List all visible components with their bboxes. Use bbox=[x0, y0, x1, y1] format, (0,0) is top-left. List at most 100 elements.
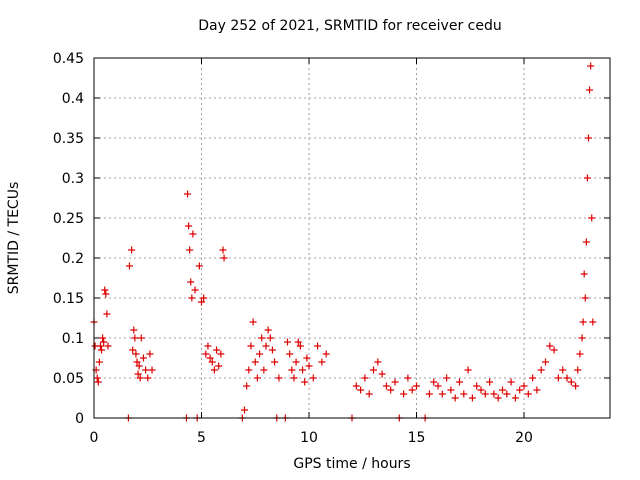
data-point bbox=[245, 366, 253, 374]
data-point bbox=[260, 366, 268, 374]
data-point bbox=[443, 374, 451, 382]
data-point bbox=[494, 394, 502, 402]
data-point bbox=[357, 386, 365, 394]
data-point bbox=[574, 366, 582, 374]
data-point bbox=[142, 366, 150, 374]
data-point bbox=[537, 366, 545, 374]
data-point bbox=[520, 382, 528, 390]
y-tick-label: 0.15 bbox=[53, 291, 84, 307]
data-point bbox=[99, 334, 107, 342]
data-point bbox=[191, 286, 199, 294]
data-point bbox=[200, 294, 208, 302]
data-point bbox=[365, 390, 373, 398]
data-point bbox=[210, 366, 218, 374]
data-point bbox=[146, 350, 154, 358]
data-point bbox=[542, 358, 549, 366]
plot-frame bbox=[93, 57, 611, 419]
data-point bbox=[425, 390, 433, 398]
data-point bbox=[352, 382, 360, 390]
data-point bbox=[434, 382, 442, 390]
data-point bbox=[208, 358, 216, 366]
data-point bbox=[511, 394, 519, 402]
data-point bbox=[94, 378, 102, 386]
data-point bbox=[413, 382, 420, 390]
data-point bbox=[130, 326, 138, 334]
data-point bbox=[456, 378, 463, 386]
data-point bbox=[438, 390, 446, 398]
data-point bbox=[241, 406, 248, 414]
data-point bbox=[524, 390, 532, 398]
data-point bbox=[447, 386, 455, 394]
data-point bbox=[464, 366, 472, 374]
data-point bbox=[361, 374, 369, 382]
data-point bbox=[305, 362, 313, 370]
data-point bbox=[309, 374, 317, 382]
y-tick-label: 0.2 bbox=[62, 251, 84, 267]
data-point bbox=[292, 358, 300, 366]
data-point bbox=[189, 230, 197, 238]
data-point bbox=[184, 190, 192, 198]
data-point bbox=[104, 342, 112, 350]
data-point bbox=[370, 366, 377, 374]
data-point bbox=[247, 342, 255, 350]
data-point bbox=[374, 358, 382, 366]
data-point bbox=[132, 350, 140, 358]
y-tick-label: 0.35 bbox=[53, 131, 84, 147]
data-point bbox=[586, 86, 594, 94]
data-point bbox=[378, 370, 386, 378]
data-point bbox=[382, 382, 390, 390]
axis-ticks: 0 0.05 0.1 0.15 0.2 0.25 0.3 0.35 0.4 0.45 0 5 10 15 2… bbox=[53, 51, 610, 446]
data-point bbox=[144, 374, 152, 382]
data-point bbox=[550, 346, 558, 354]
data-point bbox=[468, 394, 476, 402]
grid-lines bbox=[94, 58, 610, 418]
data-point bbox=[572, 382, 580, 390]
data-point bbox=[253, 374, 261, 382]
data-point bbox=[213, 346, 221, 354]
data-point bbox=[96, 342, 104, 350]
data-point bbox=[579, 318, 587, 326]
data-point bbox=[215, 362, 223, 370]
data-point bbox=[275, 374, 283, 382]
data-point bbox=[271, 358, 279, 366]
data-point bbox=[408, 386, 416, 394]
y-tick-label: 0.05 bbox=[53, 371, 84, 387]
x-tick-label: 5 bbox=[197, 430, 206, 446]
data-point bbox=[95, 358, 103, 366]
data-point bbox=[303, 354, 311, 362]
data-point bbox=[563, 374, 571, 382]
data-point bbox=[529, 374, 537, 382]
chart-title: Day 252 of 2021, SRMTID for receiver ced… bbox=[198, 18, 502, 34]
data-point bbox=[290, 374, 298, 382]
data-point bbox=[580, 270, 588, 278]
data-point bbox=[499, 386, 506, 394]
data-point bbox=[102, 290, 110, 298]
data-point bbox=[582, 238, 590, 246]
y-tick-label: 0.4 bbox=[62, 91, 84, 107]
data-point bbox=[581, 294, 589, 302]
data-point bbox=[391, 378, 399, 386]
data-point bbox=[206, 354, 214, 362]
data-point bbox=[251, 358, 259, 366]
data-point bbox=[503, 390, 511, 398]
data-point bbox=[186, 246, 194, 254]
data-point bbox=[546, 342, 554, 350]
data-point bbox=[322, 350, 330, 358]
data-point bbox=[576, 350, 584, 358]
data-point bbox=[314, 342, 322, 350]
data-point bbox=[256, 350, 264, 358]
data-point bbox=[125, 262, 133, 270]
data-point bbox=[148, 366, 156, 374]
data-point bbox=[288, 366, 296, 374]
data-point bbox=[219, 246, 227, 254]
data-point bbox=[404, 374, 412, 382]
data-point bbox=[486, 378, 494, 386]
data-point bbox=[559, 366, 567, 374]
x-tick-label: 15 bbox=[408, 430, 426, 446]
data-point bbox=[299, 366, 307, 374]
data-point bbox=[217, 350, 225, 358]
data-point bbox=[294, 338, 302, 346]
data-point bbox=[587, 62, 595, 70]
data-point bbox=[268, 346, 276, 354]
